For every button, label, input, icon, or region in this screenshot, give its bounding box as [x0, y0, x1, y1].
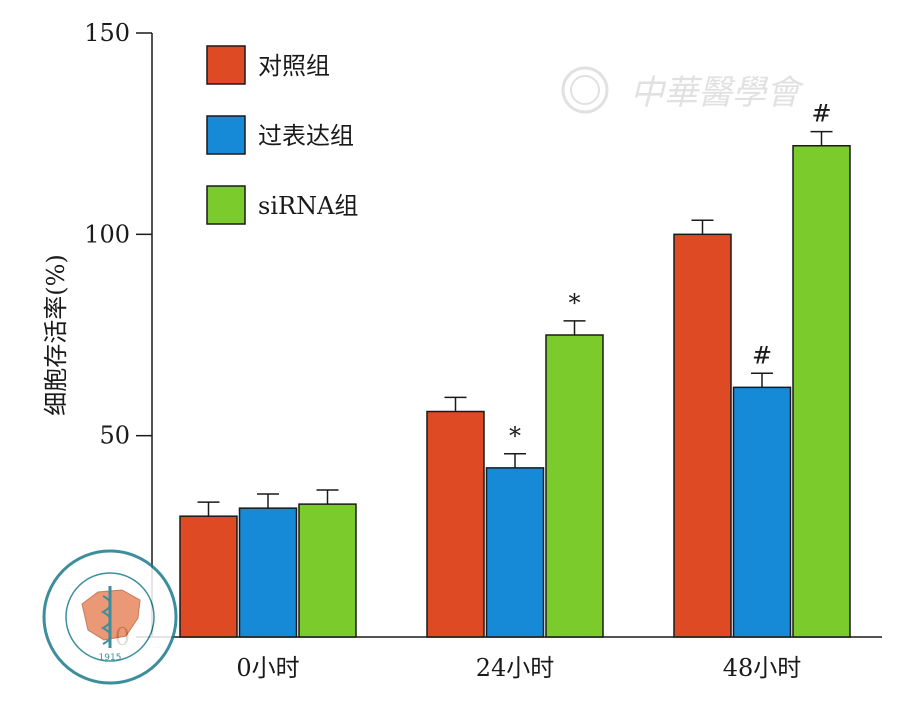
y-tick-label: 150	[84, 19, 130, 47]
category-label: 0小时	[236, 654, 299, 682]
bar	[485, 467, 545, 638]
y-tick-label: 100	[84, 220, 130, 248]
cma-logo: 1915	[42, 549, 178, 685]
significance-mark: #	[752, 341, 772, 369]
significance-mark: *	[569, 289, 581, 317]
bar	[426, 410, 485, 638]
bar	[238, 507, 298, 638]
bar	[732, 386, 792, 638]
category-label: 24小时	[476, 654, 555, 682]
legend-swatch	[206, 45, 246, 85]
logo-year: 1915	[99, 653, 122, 663]
y-axis-title: 细胞存活率(%)	[42, 254, 70, 416]
category-label: 48小时	[723, 654, 802, 682]
bar	[792, 144, 851, 638]
significance-mark: *	[509, 422, 521, 450]
legend-label: 对照组	[258, 52, 330, 80]
y-tick-label: 50	[99, 422, 130, 450]
bar	[545, 334, 604, 638]
bar	[673, 233, 732, 638]
watermark-text: 中華醫學會	[630, 73, 805, 113]
watermark-seal: 中華醫學會	[561, 66, 805, 114]
legend-label: 过表达组	[258, 122, 354, 150]
legend-swatch	[206, 115, 246, 155]
legend-swatch	[206, 185, 246, 225]
significance-mark: #	[811, 100, 831, 128]
bar	[298, 503, 357, 638]
bar	[179, 515, 238, 638]
legend-label: siRNA组	[258, 192, 358, 220]
